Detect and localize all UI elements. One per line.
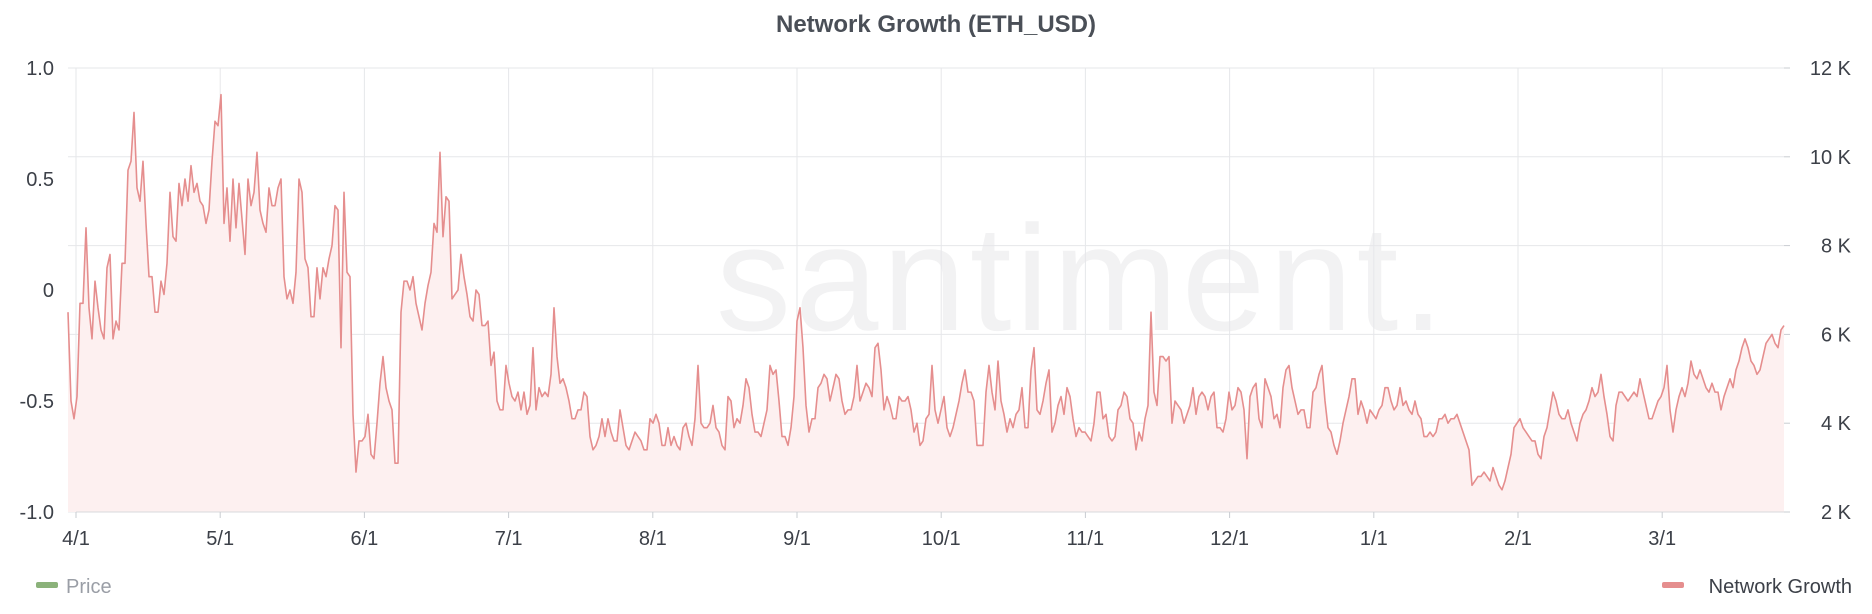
x-tick-label: 7/1 xyxy=(495,528,523,550)
y-left-tick-label: 1.0 xyxy=(26,58,54,80)
x-axis-ticks: 4/1 5/1 6/1 7/1 8/1 9/1 10/1 11/1 12/1 1/1 2/1 3/1 xyxy=(62,512,1676,550)
x-tick-label: 8/1 xyxy=(639,528,667,550)
y-left-tick-label: 0.5 xyxy=(26,169,54,191)
x-tick-label: 2/1 xyxy=(1504,528,1532,550)
y-right-tick-label: 6 K xyxy=(1821,324,1852,346)
network-growth-area xyxy=(68,94,1784,512)
x-tick-label: 11/1 xyxy=(1067,528,1104,550)
y-right-tick-label: 4 K xyxy=(1821,413,1852,435)
chart-title: Network Growth (ETH_USD) xyxy=(776,11,1096,38)
santiment-watermark: santiment. xyxy=(716,194,1448,362)
y-left-tick-label: -1.0 xyxy=(20,502,54,524)
x-tick-label: 6/1 xyxy=(350,528,378,550)
x-tick-label: 5/1 xyxy=(206,528,234,550)
price-legend-label: Price xyxy=(66,576,112,598)
x-tick-label: 12/1 xyxy=(1210,528,1249,550)
x-tick-label: 4/1 xyxy=(62,528,90,550)
price-legend-swatch xyxy=(36,582,58,588)
y-right-tick-label: 10 K xyxy=(1810,147,1852,169)
network-growth-legend-label: Network Growth xyxy=(1709,576,1852,598)
network-growth-legend-swatch xyxy=(1662,582,1684,588)
y-left-tick-label: -0.5 xyxy=(20,391,54,413)
left-axis-ticks: 1.0 0.5 0 -0.5 -1.0 xyxy=(20,58,54,524)
y-right-tick-label: 8 K xyxy=(1821,236,1852,258)
x-tick-label: 10/1 xyxy=(922,528,961,550)
network-growth-line xyxy=(67,93,1785,491)
y-left-tick-label: 0 xyxy=(43,280,54,302)
legend-network-growth[interactable]: Network Growth xyxy=(1662,576,1852,598)
y-right-tick-label: 2 K xyxy=(1821,502,1852,524)
legend-price[interactable]: Price xyxy=(36,576,112,598)
right-axis-ticks: 12 K 10 K 8 K 6 K 4 K 2 K xyxy=(1784,58,1852,524)
x-tick-label: 3/1 xyxy=(1648,528,1676,550)
x-tick-label: 9/1 xyxy=(783,528,811,550)
x-tick-label: 1/1 xyxy=(1360,528,1388,550)
y-right-tick-label: 12 K xyxy=(1810,58,1852,80)
